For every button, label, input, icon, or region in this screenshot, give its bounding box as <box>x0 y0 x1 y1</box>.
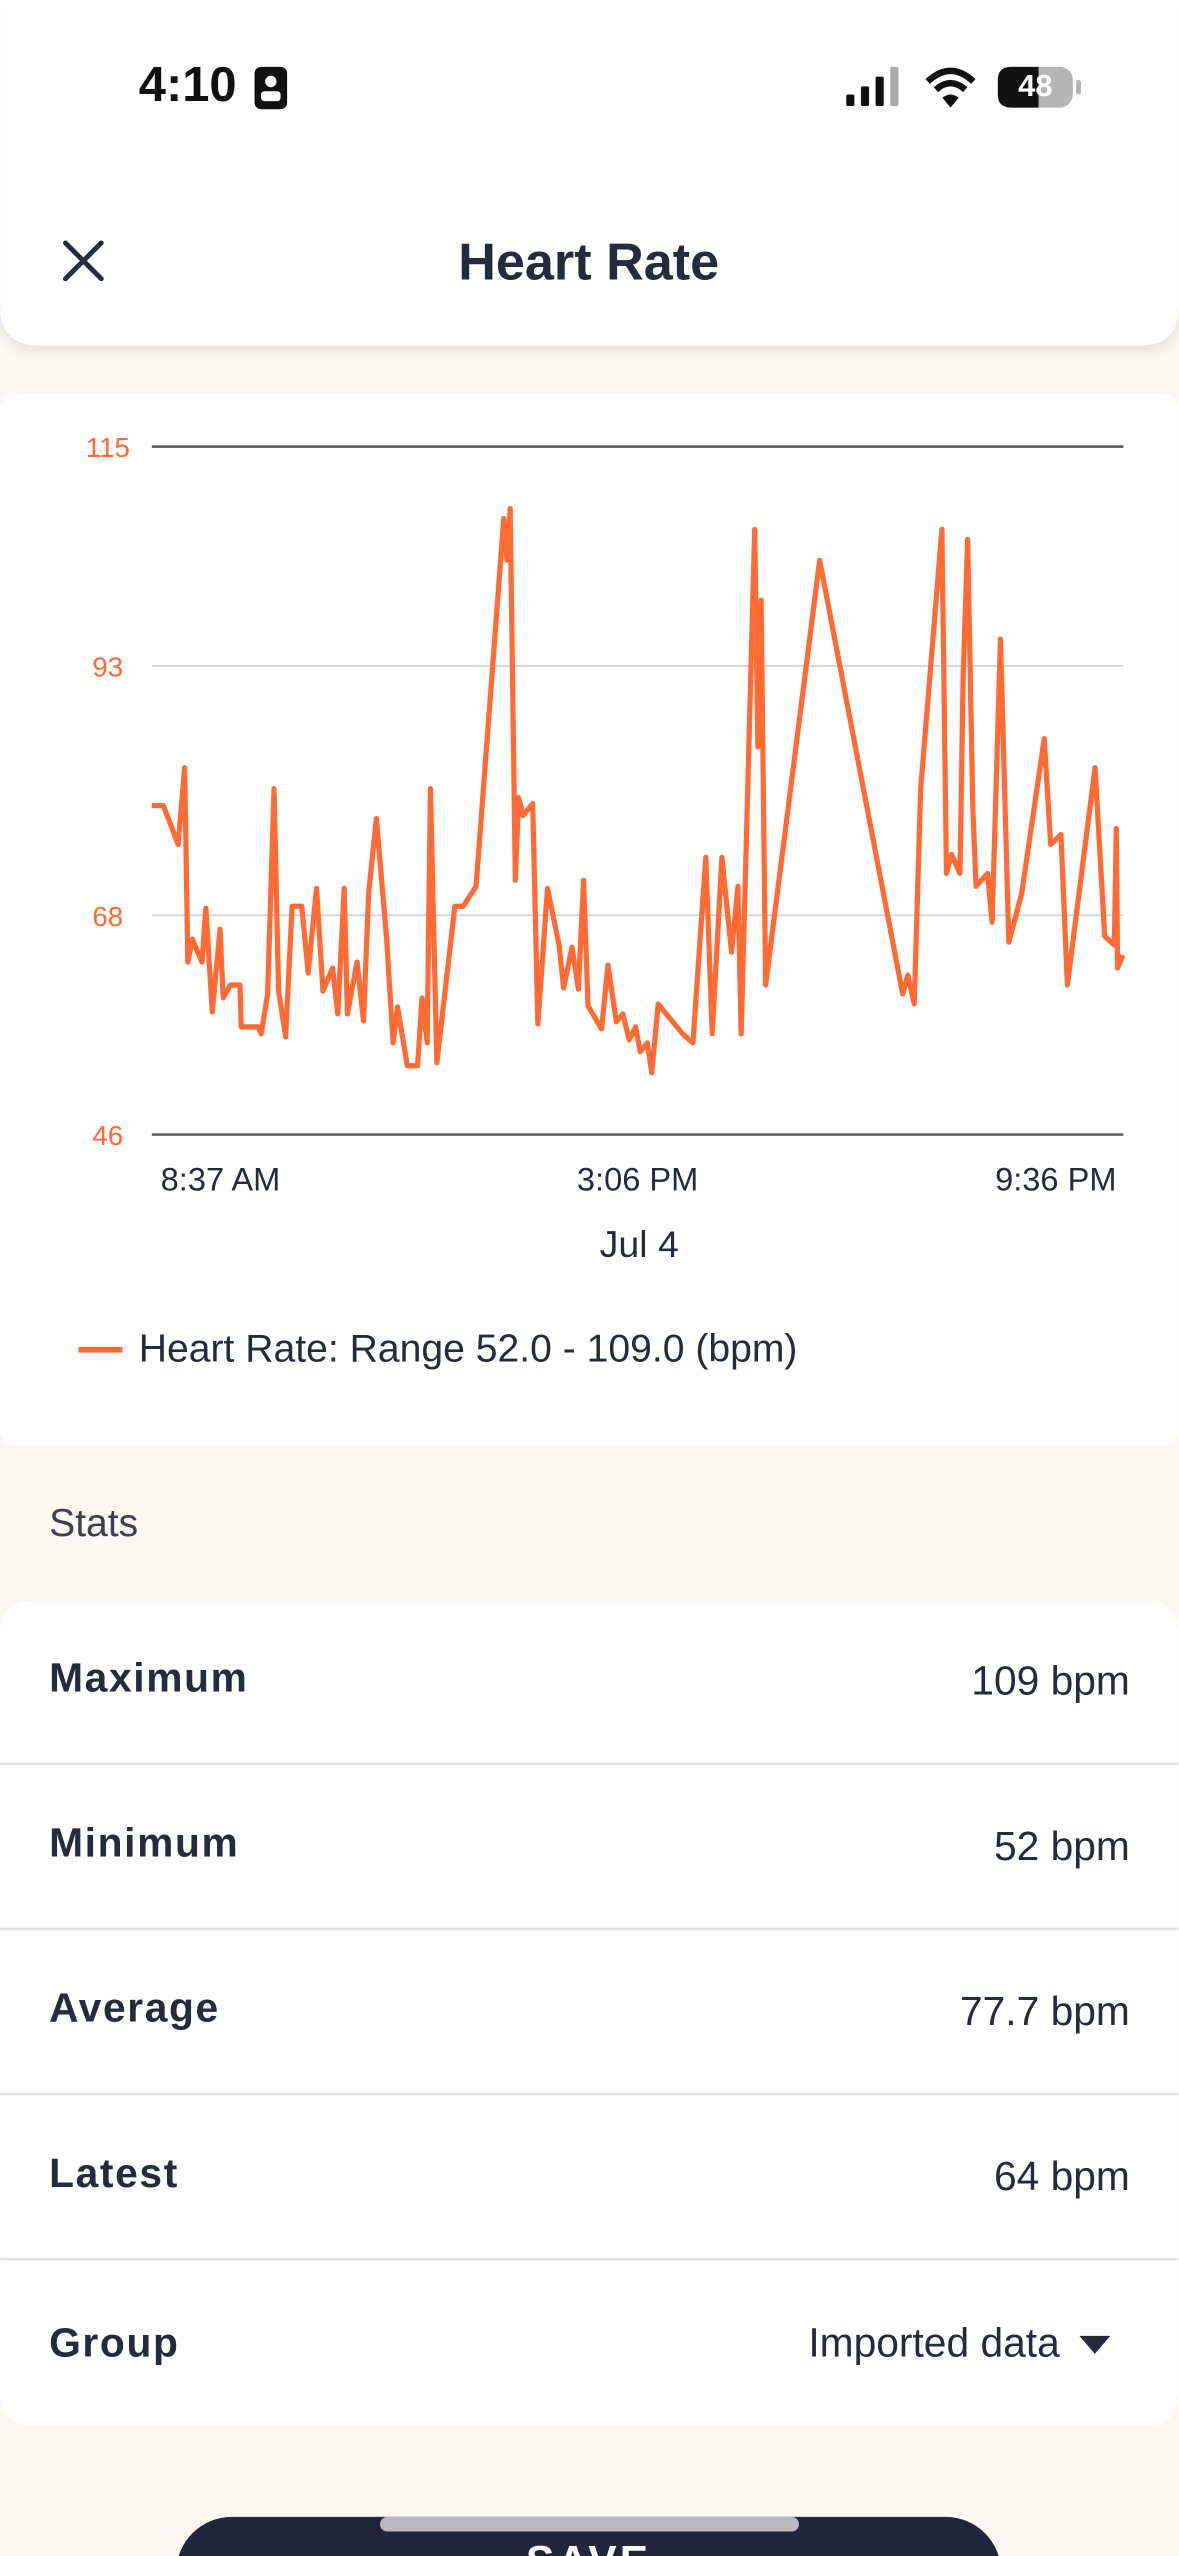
x-tick-label: 8:37 AM <box>161 1160 281 1197</box>
group-value[interactable]: Imported data <box>808 2319 1060 2365</box>
group-row[interactable]: Group Imported data <box>49 2319 1111 2365</box>
heart-rate-line <box>151 505 1126 1076</box>
header-title: Heart Rate <box>458 233 719 291</box>
stat-value: 64 bpm <box>994 2153 1130 2199</box>
chart-card <box>0 392 1179 1446</box>
x-axis-label: Jul 4 <box>600 1223 679 1265</box>
legend-label: Heart Rate: Range 52.0 - 109.0 (bpm) <box>139 1328 798 1371</box>
battery-icon: 48 <box>997 66 1081 108</box>
legend: Heart Rate: Range 52.0 - 109.0 (bpm) <box>78 1328 797 1371</box>
wifi-icon <box>925 67 976 108</box>
close-button[interactable] <box>62 240 104 282</box>
save-button-label[interactable]: SAVE <box>526 2537 651 2556</box>
x-tick-label: 3:06 PM <box>577 1160 698 1197</box>
stat-value: 52 bpm <box>994 1823 1130 1869</box>
stats-title: Stats <box>49 1502 138 1545</box>
home-indicator <box>380 2516 799 2532</box>
stat-label: Minimum <box>49 1820 239 1866</box>
group-label: Group <box>49 2319 179 2365</box>
y-tick-label: 93 <box>92 652 123 683</box>
status-time: 4:10 <box>139 58 237 112</box>
dropdown-caret <box>1079 2335 1111 2354</box>
y-tick-label: 68 <box>92 901 123 932</box>
header-card <box>0 0 1179 346</box>
x-tick-label: 9:36 PM <box>995 1160 1116 1197</box>
y-tick-label: 46 <box>92 1120 123 1151</box>
battery-level: 48 <box>1018 68 1052 103</box>
y-tick-label: 115 <box>86 432 130 463</box>
signal-icon <box>846 66 899 106</box>
chart: 46 68 93 115 8:37 AM 3:06 PM 9:36 PM <box>86 432 1126 1197</box>
stat-label: Average <box>49 1985 220 2031</box>
stat-label: Maximum <box>49 1654 248 1700</box>
stats-list: Maximum 109 bpm Minimum 52 bpm Average 77.7 b… <box>0 1654 1179 2261</box>
status-person-icon <box>254 66 288 110</box>
stat-value: 109 bpm <box>971 1658 1130 1704</box>
stat-label: Latest <box>49 2150 179 2196</box>
stat-value: 77.7 bpm <box>960 1988 1130 2034</box>
stats-card <box>0 1600 1179 2426</box>
